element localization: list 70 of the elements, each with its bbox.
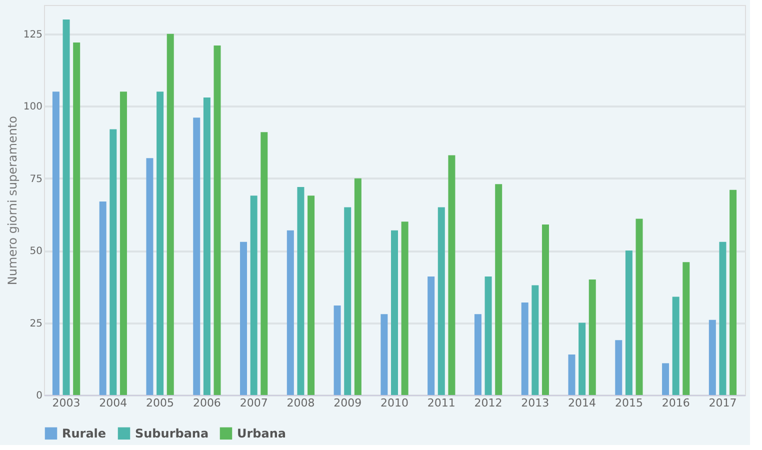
bar xyxy=(308,196,315,395)
bar xyxy=(99,201,106,395)
x-tick-label: 2011 xyxy=(427,396,456,410)
bar xyxy=(578,322,586,395)
bar xyxy=(672,296,680,395)
x-tick-label: 2009 xyxy=(334,396,362,410)
bar xyxy=(615,340,622,395)
bar xyxy=(297,187,304,395)
bar xyxy=(495,184,502,395)
y-tick-label: 0 xyxy=(36,390,42,402)
bar xyxy=(708,320,716,395)
y-tick-label: 125 xyxy=(23,29,42,40)
y-tick-label: 25 xyxy=(30,318,42,330)
bar xyxy=(52,92,60,395)
bar xyxy=(344,207,352,395)
bar xyxy=(438,207,445,395)
bar xyxy=(260,132,268,395)
y-tick-label: 75 xyxy=(30,174,42,185)
x-tick-label: 2008 xyxy=(286,396,315,410)
legend-label: Urbana xyxy=(237,426,286,440)
bar xyxy=(448,155,456,395)
bar xyxy=(542,224,549,395)
bar xyxy=(391,230,398,395)
bar xyxy=(380,314,388,395)
bar xyxy=(146,158,154,395)
bar xyxy=(214,45,221,395)
bar xyxy=(240,242,248,395)
y-tick-label: 100 xyxy=(23,102,42,113)
bar xyxy=(193,118,200,395)
x-tick-label: 2016 xyxy=(662,396,690,410)
bar xyxy=(568,354,576,395)
bar xyxy=(156,92,164,395)
bar xyxy=(401,222,408,395)
bar xyxy=(682,262,690,395)
bar xyxy=(484,276,492,395)
bar xyxy=(521,302,528,395)
x-tick-label: 2003 xyxy=(52,396,80,410)
bar xyxy=(120,92,127,395)
x-tick-label: 2013 xyxy=(521,396,550,410)
x-tick-label: 2006 xyxy=(192,396,221,410)
bar xyxy=(662,363,670,395)
x-tick-label: 2015 xyxy=(614,396,643,410)
bar xyxy=(250,196,258,395)
bar xyxy=(428,276,435,395)
x-tick-label: 2014 xyxy=(568,396,596,410)
bar xyxy=(474,314,482,395)
y-tick-label: 50 xyxy=(30,246,42,258)
y-axis-title: Numero giorni superamento xyxy=(5,116,20,286)
x-tick-label: 2004 xyxy=(99,396,128,410)
x-tick-label: 2012 xyxy=(474,396,502,410)
legend-label: Suburbana xyxy=(135,426,209,440)
bar xyxy=(286,230,294,395)
bar xyxy=(166,34,174,395)
x-tick-label: 2007 xyxy=(240,396,268,410)
bar xyxy=(73,42,80,395)
bar xyxy=(354,178,362,395)
bar xyxy=(203,97,210,395)
bar xyxy=(334,305,341,395)
x-tick-label: 2017 xyxy=(708,396,737,410)
legend-label: Rurale xyxy=(62,426,106,440)
bar xyxy=(730,190,737,395)
bar xyxy=(719,242,726,395)
x-tick-label: 2010 xyxy=(380,396,408,410)
bar xyxy=(62,19,70,395)
x-tick-label: 2005 xyxy=(146,396,174,410)
bar xyxy=(532,285,539,395)
bar xyxy=(636,218,643,395)
bar xyxy=(588,279,596,395)
bar xyxy=(625,250,632,395)
bar xyxy=(110,129,117,395)
